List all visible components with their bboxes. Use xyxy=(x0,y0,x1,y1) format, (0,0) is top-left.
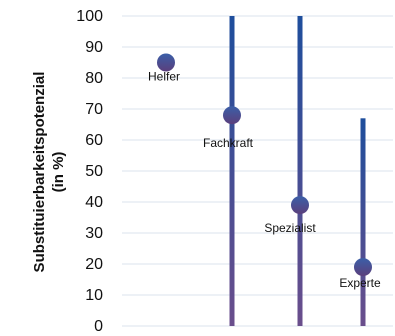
range-bar xyxy=(297,16,303,326)
y-axis-label-line2: (in %) xyxy=(50,152,67,193)
data-label: Fachkraft xyxy=(203,136,254,150)
y-axis-ticks: 0 10 20 30 40 50 60 70 80 90 100 xyxy=(76,8,103,335)
data-label: Spezialist xyxy=(264,221,316,235)
data-point xyxy=(157,53,175,72)
range-bar xyxy=(360,118,366,326)
data-point xyxy=(291,196,309,215)
y-tick-label: 60 xyxy=(85,132,103,149)
y-tick-label: 50 xyxy=(85,163,103,180)
range-bars xyxy=(229,16,366,326)
data-point xyxy=(354,258,372,277)
data-point xyxy=(223,106,241,125)
y-axis-label: Substituierbarkeitspotenzial (in %) xyxy=(31,72,67,273)
y-tick-label: 90 xyxy=(85,39,103,56)
data-markers xyxy=(157,53,372,277)
range-bar xyxy=(229,16,235,326)
y-tick-label: 20 xyxy=(85,256,103,273)
y-axis-label-line1: Substituierbarkeitspotenzial xyxy=(31,72,48,273)
y-tick-label: 0 xyxy=(94,318,103,335)
y-tick-label: 80 xyxy=(85,70,103,87)
data-label: Experte xyxy=(339,276,381,290)
data-label: Helfer xyxy=(148,70,180,84)
y-tick-label: 40 xyxy=(85,194,103,211)
y-tick-label: 10 xyxy=(85,287,103,304)
y-tick-label: 70 xyxy=(85,101,103,118)
gridlines xyxy=(122,15,393,327)
y-tick-label: 100 xyxy=(76,8,103,25)
y-tick-label: 30 xyxy=(85,225,103,242)
data-labels: Helfer Fachkraft Spezialist Experte xyxy=(148,70,381,291)
